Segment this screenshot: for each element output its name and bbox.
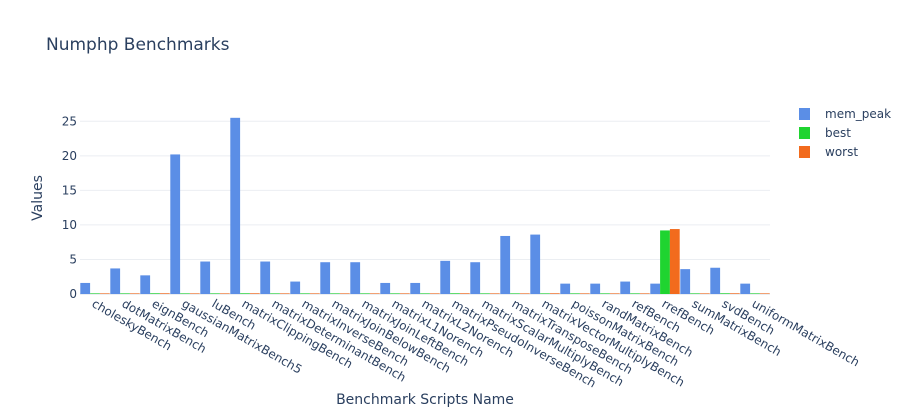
y-tick-label: 20 bbox=[62, 149, 77, 163]
bar-mem_peak bbox=[230, 117, 241, 295]
y-tick-label: 25 bbox=[62, 114, 77, 128]
legend-swatch-mem_peak[interactable] bbox=[799, 108, 810, 120]
bar-worst bbox=[249, 293, 260, 294]
bar-mem_peak bbox=[440, 260, 451, 294]
bar-worst bbox=[729, 293, 740, 294]
bar-best bbox=[660, 230, 670, 294]
chart-title: Numphp Benchmarks bbox=[46, 35, 230, 55]
bar-worst bbox=[279, 293, 290, 294]
bar-mem_peak bbox=[710, 267, 721, 294]
bar-best bbox=[150, 293, 160, 294]
y-tick-label: 15 bbox=[62, 183, 77, 197]
bar-mem_peak bbox=[410, 282, 421, 294]
bar-mem_peak bbox=[80, 282, 91, 294]
bar-mem_peak bbox=[590, 283, 601, 294]
bar-best bbox=[300, 293, 310, 294]
bar-worst bbox=[159, 293, 170, 294]
bar-best bbox=[720, 293, 730, 294]
bar-worst bbox=[489, 293, 500, 294]
y-axis-title: Values bbox=[30, 175, 46, 221]
bar-worst bbox=[609, 293, 620, 294]
bar-best bbox=[120, 293, 130, 294]
bar-worst bbox=[699, 293, 710, 294]
bar-mem_peak bbox=[650, 283, 661, 294]
x-axis-ticks: choleskyBenchdotMatrixBencheignBenchgaus… bbox=[90, 296, 862, 390]
bar-best bbox=[330, 293, 340, 294]
y-tick-label: 0 bbox=[69, 287, 77, 301]
bar-mem_peak bbox=[110, 268, 121, 294]
bar-worst bbox=[639, 293, 650, 294]
bar-worst bbox=[579, 293, 590, 294]
bar-best bbox=[180, 293, 190, 294]
bar-mem_peak bbox=[560, 283, 571, 294]
y-tick-label: 5 bbox=[69, 252, 77, 266]
bar-mem_peak bbox=[290, 281, 301, 294]
y-axis-ticks: 0 5 10 15 20 25 bbox=[62, 114, 77, 301]
bar-worst bbox=[459, 293, 470, 294]
x-axis-title: Benchmark Scripts Name bbox=[336, 392, 514, 408]
bar-mem_peak bbox=[170, 154, 181, 294]
bar-worst bbox=[369, 293, 380, 294]
bar-worst bbox=[429, 293, 440, 294]
bar-best bbox=[450, 293, 460, 294]
bars bbox=[80, 117, 770, 295]
bar-best bbox=[390, 293, 400, 294]
legend-label-worst[interactable]: worst bbox=[825, 145, 858, 159]
bar-best bbox=[210, 293, 220, 294]
bar-mem_peak bbox=[320, 262, 331, 294]
bar-worst bbox=[189, 293, 200, 294]
bar-worst bbox=[759, 293, 770, 294]
bar-mem_peak bbox=[350, 262, 361, 294]
bar-mem_peak bbox=[380, 282, 391, 294]
bar-worst bbox=[669, 229, 680, 294]
bar-best bbox=[540, 293, 550, 294]
legend-swatch-worst[interactable] bbox=[799, 146, 810, 158]
bar-mem_peak bbox=[620, 281, 631, 294]
bar-best bbox=[360, 293, 370, 294]
bar-best bbox=[90, 293, 100, 294]
bar-worst bbox=[309, 293, 320, 294]
bar-worst bbox=[549, 293, 560, 294]
bar-best bbox=[630, 293, 640, 294]
bar-best bbox=[240, 293, 250, 294]
bar-mem_peak bbox=[140, 275, 151, 294]
bar-best bbox=[750, 293, 760, 294]
legend-label-best[interactable]: best bbox=[825, 126, 851, 140]
bar-best bbox=[570, 293, 580, 294]
bar-mem_peak bbox=[680, 269, 691, 294]
bar-mem_peak bbox=[200, 261, 211, 294]
bar-best bbox=[510, 293, 520, 294]
bar-best bbox=[480, 293, 490, 294]
bar-best bbox=[690, 293, 700, 294]
legend-label-mem_peak[interactable]: mem_peak bbox=[825, 107, 891, 121]
legend-swatch-best[interactable] bbox=[799, 127, 810, 139]
bar-worst bbox=[399, 293, 410, 294]
bar-mem_peak bbox=[500, 235, 511, 294]
bar-best bbox=[600, 293, 610, 294]
bar-mem_peak bbox=[260, 261, 271, 294]
bar-best bbox=[420, 293, 430, 294]
bar-mem_peak bbox=[470, 262, 481, 294]
bar-worst bbox=[129, 293, 140, 294]
bar-worst bbox=[519, 293, 530, 294]
bar-best bbox=[270, 293, 280, 294]
bar-mem_peak bbox=[530, 234, 541, 294]
bar-mem_peak bbox=[740, 283, 751, 294]
bar-worst bbox=[219, 293, 230, 294]
bar-worst bbox=[339, 293, 350, 294]
y-tick-label: 10 bbox=[62, 218, 77, 232]
bar-worst bbox=[99, 293, 110, 294]
